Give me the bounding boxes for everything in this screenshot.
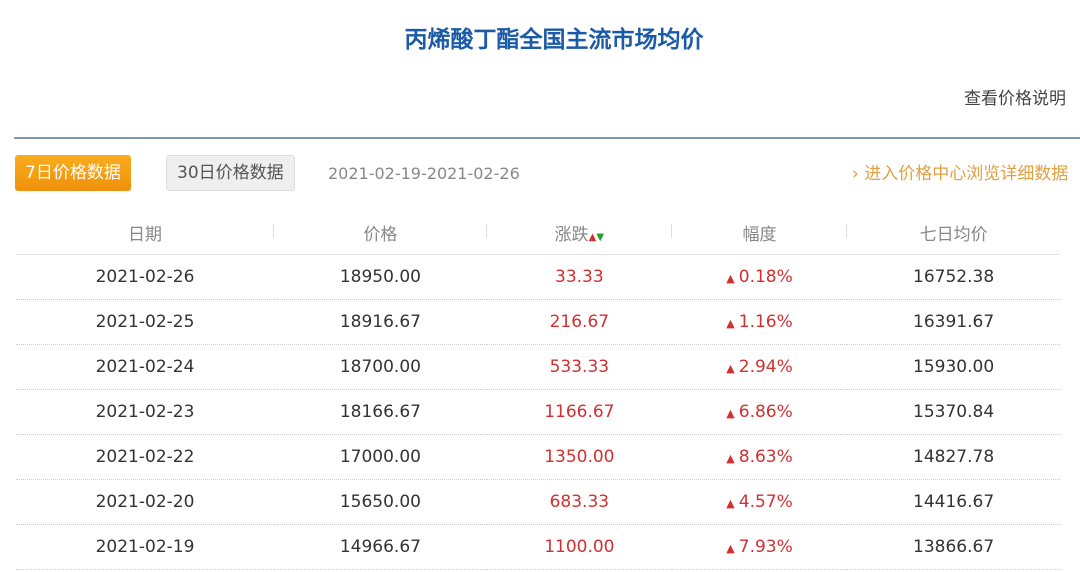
cell-7day-avg: 16752.38 — [847, 254, 1060, 300]
price-explanation-link[interactable]: 查看价格说明 — [964, 89, 1066, 109]
cell-7day-avg: 14416.67 — [847, 479, 1060, 525]
divider — [14, 137, 1080, 139]
page-title: 丙烯酸丁酯全国主流市场均价 — [404, 27, 704, 53]
cell-price: 18916.67 — [274, 299, 487, 345]
cell-7day-avg: 13866.67 — [847, 524, 1060, 570]
column-label: 幅度 — [742, 224, 777, 245]
cell-date: 2021-02-23 — [16, 389, 275, 435]
up-arrow-icon: ▲ — [726, 317, 735, 330]
cell-7day-avg: 14827.78 — [847, 434, 1060, 480]
up-arrow-icon: ▲ — [726, 497, 735, 510]
column-7day-avg: 七日均价 — [847, 210, 1060, 255]
cell-7day-avg: 16391.67 — [847, 299, 1060, 345]
percent-value: 1.16% — [738, 312, 793, 332]
sort-up-icon[interactable]: ▲ — [588, 231, 597, 243]
percent-value: 2.94% — [738, 357, 793, 377]
cell-change: 1350.00 — [486, 434, 672, 480]
table-row: 2021-02-20 15650.00 683.33 ▲ 4.57% 14416.… — [16, 479, 1060, 525]
cell-7day-avg: 15370.84 — [847, 389, 1060, 435]
cell-date: 2021-02-26 — [16, 254, 275, 300]
cell-change: 683.33 — [486, 479, 672, 525]
percent-value: 0.18% — [738, 267, 793, 287]
cell-date: 2021-02-25 — [16, 299, 275, 345]
column-label: 价格 — [363, 224, 398, 245]
date-range: 2021-02-19-2021-02-26 — [328, 164, 520, 183]
cell-percent: ▲ 2.94% — [671, 344, 848, 390]
table-row: 2021-02-26 18950.00 33.33 ▲ 0.18% 16752.3… — [16, 254, 1060, 300]
table-row: 2021-02-24 18700.00 533.33 ▲ 2.94% 15930.… — [16, 344, 1060, 390]
cell-price: 18166.67 — [274, 389, 487, 435]
percent-value: 6.86% — [738, 402, 793, 422]
cell-change: 216.67 — [486, 299, 672, 345]
cell-7day-avg: 15930.00 — [847, 344, 1060, 390]
column-percent: 幅度 — [671, 210, 848, 255]
column-date: 日期 — [16, 210, 275, 255]
column-price: 价格 — [274, 210, 487, 255]
cell-change: 33.33 — [486, 254, 672, 300]
price-center-link[interactable]: › 进入价格中心浏览详细数据 — [852, 164, 1069, 184]
table-row: 2021-02-19 14966.67 1100.00 ▲ 7.93% 13866… — [16, 524, 1060, 570]
up-arrow-icon: ▲ — [726, 452, 735, 465]
table-row: 2021-02-22 17000.00 1350.00 ▲ 8.63% 14827… — [16, 434, 1060, 480]
cell-date: 2021-02-22 — [16, 434, 275, 480]
cell-date: 2021-02-20 — [16, 479, 275, 525]
cell-date: 2021-02-24 — [16, 344, 275, 390]
up-arrow-icon: ▲ — [726, 272, 735, 285]
cell-price: 14966.67 — [274, 524, 487, 570]
tab-30-day[interactable]: 30日价格数据 — [166, 155, 295, 191]
cell-percent: ▲ 0.18% — [671, 254, 848, 300]
up-arrow-icon: ▲ — [726, 542, 735, 555]
percent-value: 7.93% — [738, 537, 793, 557]
cell-percent: ▲ 4.57% — [671, 479, 848, 525]
percent-value: 8.63% — [738, 447, 793, 467]
tab-7-day[interactable]: 7日价格数据 — [15, 155, 131, 191]
price-table: 日期 价格 涨跌▲▼ 幅度 七日均价 2021-02-26 18950.00 3… — [16, 210, 1060, 570]
cell-change: 533.33 — [486, 344, 672, 390]
table-row: 2021-02-25 18916.67 216.67 ▲ 1.16% 16391.… — [16, 299, 1060, 345]
column-label: 涨跌 — [554, 224, 589, 245]
up-arrow-icon: ▲ — [726, 407, 735, 420]
cell-percent: ▲ 7.93% — [671, 524, 848, 570]
cell-date: 2021-02-19 — [16, 524, 275, 570]
column-label: 日期 — [128, 224, 162, 245]
sort-down-icon[interactable]: ▼ — [596, 231, 605, 243]
cell-price: 15650.00 — [274, 479, 487, 525]
cell-change: 1100.00 — [486, 524, 672, 570]
cell-price: 18950.00 — [274, 254, 487, 300]
cell-change: 1166.67 — [486, 389, 672, 435]
cell-percent: ▲ 6.86% — [671, 389, 848, 435]
column-change[interactable]: 涨跌▲▼ — [486, 210, 672, 255]
column-label: 七日均价 — [919, 224, 988, 245]
cell-price: 18700.00 — [274, 344, 487, 390]
cell-percent: ▲ 8.63% — [671, 434, 848, 480]
price-center-link-label: 进入价格中心浏览详细数据 — [864, 164, 1069, 184]
cell-percent: ▲ 1.16% — [671, 299, 848, 345]
table-row: 2021-02-23 18166.67 1166.67 ▲ 6.86% 15370… — [16, 389, 1060, 435]
percent-value: 4.57% — [738, 492, 793, 512]
up-arrow-icon: ▲ — [726, 362, 735, 375]
cell-price: 17000.00 — [274, 434, 487, 480]
